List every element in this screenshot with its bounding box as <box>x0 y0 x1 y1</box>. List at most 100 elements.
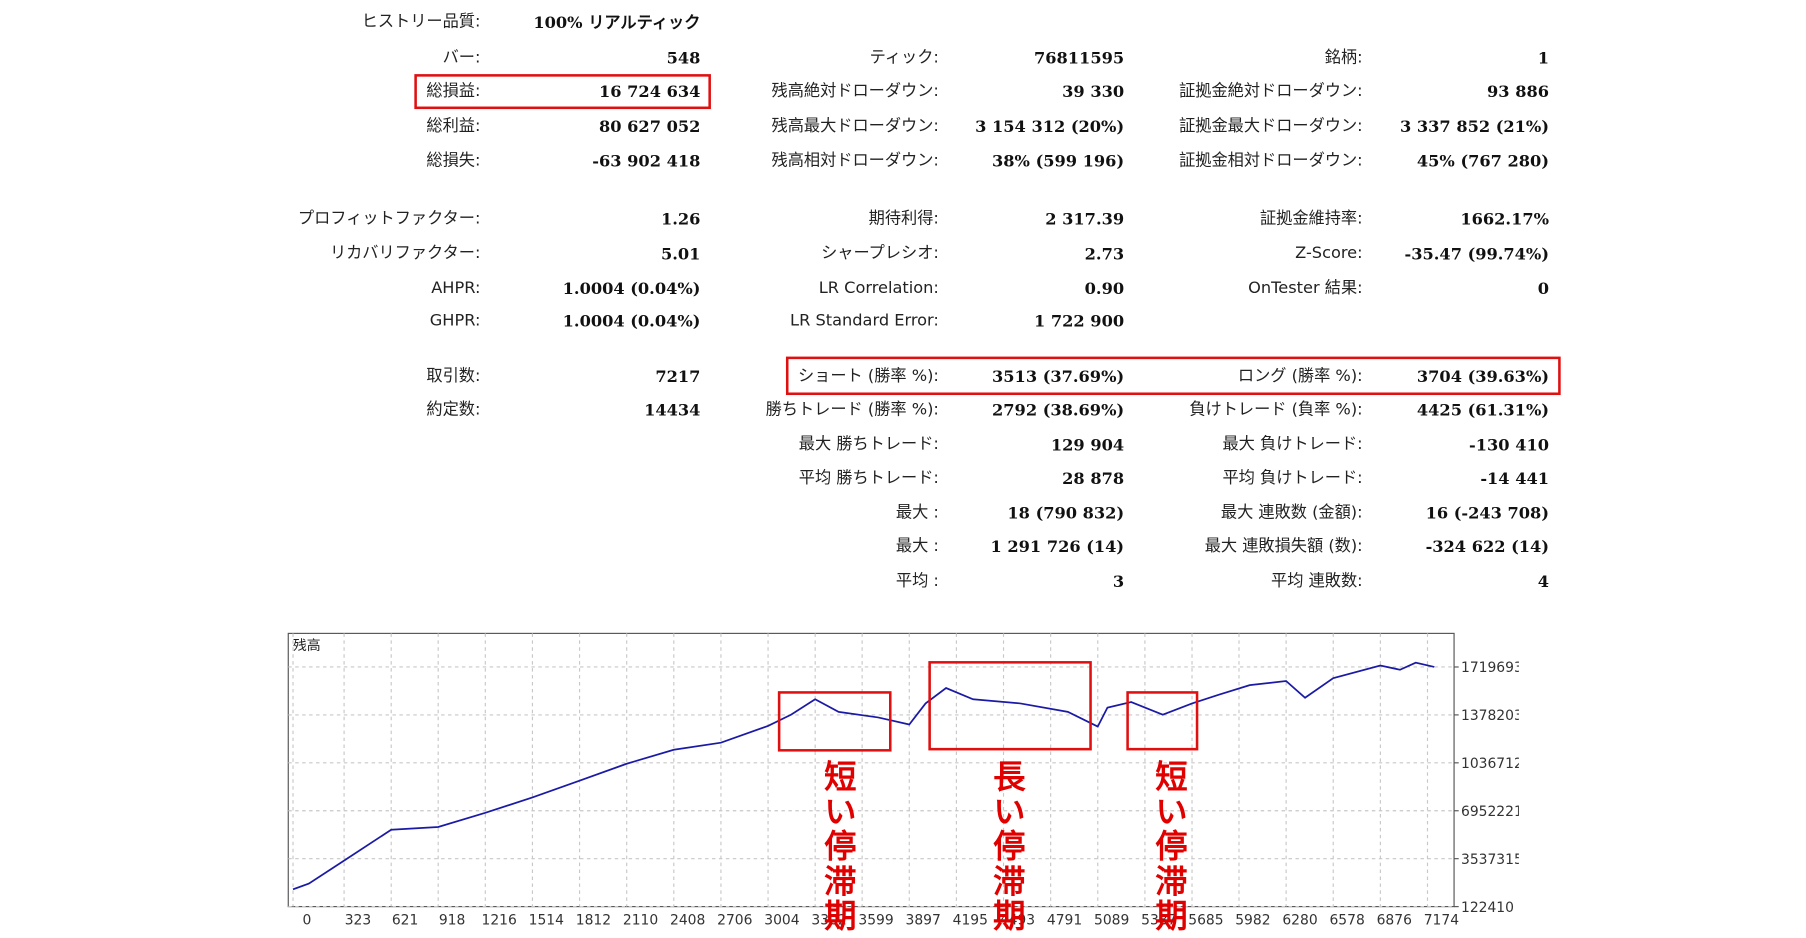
stat-label: 約定数: <box>426 399 480 418</box>
stat-value: 3704 (39.63%) <box>1417 367 1549 386</box>
balance-line <box>292 661 1435 891</box>
stat-label: 銘柄: <box>1325 48 1363 67</box>
highlight-box <box>414 74 711 110</box>
stat-label: 取引数: <box>426 366 480 385</box>
x-tick-label: 3599 <box>858 913 893 929</box>
stat-label: 最大 連敗数 (金額): <box>1221 502 1363 521</box>
x-tick-label: 918 <box>439 913 465 929</box>
stat-label: ロング (勝率 %): <box>1238 366 1363 385</box>
stat-label: LR Correlation: <box>819 278 939 297</box>
x-tick-label: 1812 <box>576 913 611 929</box>
stat-value: 80 627 052 <box>599 117 700 136</box>
x-tick-label: 5982 <box>1235 913 1270 929</box>
x-tick-label: 1514 <box>529 913 564 929</box>
x-tick-label: 4493 <box>1000 913 1035 929</box>
x-tick-label: 2408 <box>670 913 705 929</box>
stat-value: 0.90 <box>1085 279 1124 298</box>
x-tick-label: 6280 <box>1282 913 1317 929</box>
y-tick-label: 17196936 <box>1461 660 1532 676</box>
stat-value: 1 <box>1538 49 1549 68</box>
stat-value: 1 291 726 (14) <box>991 537 1125 556</box>
plot-frame <box>287 632 1455 908</box>
stat-value: 18 (790 832) <box>1007 504 1124 523</box>
stat-value: -63 902 418 <box>592 152 700 171</box>
stat-value: 14434 <box>644 401 700 420</box>
stat-label: 最大 : <box>896 502 939 521</box>
stat-label: AHPR: <box>431 278 480 297</box>
stat-label: LR Standard Error: <box>790 310 939 329</box>
stat-value: 548 <box>667 49 701 68</box>
annotation: 短い停滞期 <box>1150 759 1188 933</box>
x-tick-label: 4791 <box>1047 913 1082 929</box>
stat-label: 証拠金維持率: <box>1260 208 1363 227</box>
stat-label: 残高最大ドローダウン: <box>772 116 939 135</box>
y-tick-label: 6952221 <box>1461 804 1523 820</box>
stat-label: ショート (勝率 %): <box>798 366 939 385</box>
x-tick-label: 3302 <box>811 913 846 929</box>
stat-label: 平均 : <box>896 571 939 590</box>
stat-value: 0 <box>1538 279 1549 298</box>
stat-label: ティック: <box>870 48 939 67</box>
stat-label: 負けトレード (負率 %): <box>1189 399 1362 418</box>
stat-value: 100% リアルティック <box>533 13 700 32</box>
stat-label: ヒストリー品質: <box>362 12 481 31</box>
stat-value: 2 317.39 <box>1045 210 1124 229</box>
x-tick-label: 3897 <box>906 913 941 929</box>
x-tick-label: 1216 <box>482 913 517 929</box>
stat-label: 期待利得: <box>869 208 939 227</box>
stat-label: 総損益: <box>426 81 480 100</box>
stat-value: 1.0004 (0.04%) <box>563 279 701 298</box>
stat-label: 証拠金絶対ドローダウン: <box>1179 81 1363 100</box>
x-tick-label: 7174 <box>1424 913 1459 929</box>
stat-label: 平均 負けトレード: <box>1222 468 1362 487</box>
stat-value: 93 886 <box>1487 82 1549 101</box>
chart-title: 残高 <box>293 637 321 654</box>
highlight-box <box>1126 691 1199 751</box>
stat-label: プロフィットファクター: <box>298 208 481 227</box>
stat-value: 1.26 <box>661 210 700 229</box>
stat-value: 39 330 <box>1062 82 1124 101</box>
stat-value: 16 (-243 708) <box>1426 504 1549 523</box>
stat-value: 7217 <box>655 367 700 386</box>
stat-label: 総損失: <box>426 151 480 170</box>
stat-value: -35.47 (99.74%) <box>1405 244 1549 263</box>
stat-label: バー: <box>443 48 481 67</box>
stat-value: 1.0004 (0.04%) <box>563 311 701 330</box>
stat-value: 45% (767 280) <box>1417 152 1549 171</box>
stat-label: 残高相対ドローダウン: <box>772 151 939 170</box>
stat-label: GHPR: <box>430 310 481 329</box>
stat-label: 平均 勝ちトレード: <box>799 468 939 487</box>
stat-value: 129 904 <box>1051 435 1124 454</box>
stat-label: 勝ちトレード (勝率 %): <box>766 399 939 418</box>
stat-value: 5.01 <box>661 244 700 263</box>
stat-label: リカバリファクター: <box>330 243 481 262</box>
stat-label: 最大 勝ちトレード: <box>799 434 939 453</box>
stat-value: 76811595 <box>1034 49 1124 68</box>
stat-value: 16 724 634 <box>599 82 700 101</box>
stat-label: 証拠金相対ドローダウン: <box>1179 151 1363 170</box>
stat-value: 3 <box>1113 572 1124 591</box>
stat-label: 証拠金最大ドローダウン: <box>1179 116 1363 135</box>
stat-label: 残高絶対ドローダウン: <box>772 81 939 100</box>
x-tick-label: 5387 <box>1141 913 1176 929</box>
stat-value: -14 441 <box>1480 469 1549 488</box>
stat-value: 3513 (37.69%) <box>992 367 1124 386</box>
x-tick-label: 4195 <box>953 913 988 929</box>
stat-label: 最大 連敗損失額 (数): <box>1205 536 1363 555</box>
stat-label: シャープレシオ: <box>821 243 939 262</box>
stat-value: -324 622 (14) <box>1426 537 1549 556</box>
stat-value: 3 154 312 (20%) <box>975 117 1124 136</box>
x-tick-label: 3004 <box>764 913 799 929</box>
stat-label: Z-Score: <box>1295 243 1362 262</box>
stat-label: OnTester 結果: <box>1248 278 1362 297</box>
x-tick-label: 0 <box>302 913 311 929</box>
x-tick-label: 5089 <box>1094 913 1129 929</box>
stat-label: 平均 連敗数: <box>1271 571 1363 590</box>
stat-value: 4 <box>1538 572 1549 591</box>
y-tick-label: 13782031 <box>1461 708 1532 724</box>
stat-value: 1662.17% <box>1460 210 1549 229</box>
stat-value: -130 410 <box>1469 435 1549 454</box>
x-tick-label: 6578 <box>1329 913 1364 929</box>
x-tick-label: 621 <box>392 913 418 929</box>
